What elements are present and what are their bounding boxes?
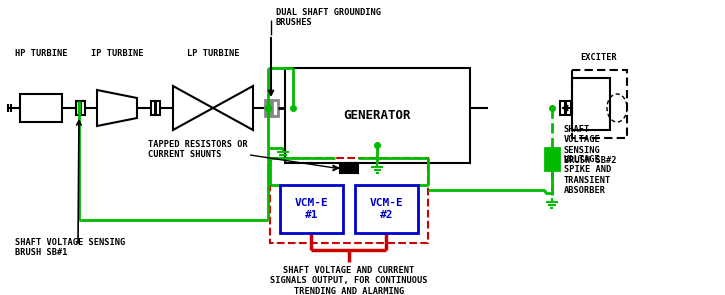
Bar — [20, 94, 62, 122]
Text: VCM-E
#1: VCM-E #1 — [294, 198, 328, 220]
Text: LP TURBINE: LP TURBINE — [187, 49, 239, 58]
Bar — [151, 101, 155, 115]
Bar — [340, 163, 348, 173]
Bar — [566, 101, 571, 115]
Text: TAPPED RESISTORS OR
CURRENT SHUNTS: TAPPED RESISTORS OR CURRENT SHUNTS — [148, 140, 248, 159]
Bar — [81, 101, 85, 115]
Bar — [280, 185, 343, 233]
Text: HP TURBINE: HP TURBINE — [14, 49, 67, 58]
Bar — [265, 100, 271, 116]
Bar — [272, 100, 278, 116]
Text: EXCITER: EXCITER — [581, 53, 618, 62]
Text: GENERATOR: GENERATOR — [344, 109, 411, 122]
Text: SHAFT VOLTAGE SENSING
BRUSH SB#1: SHAFT VOLTAGE SENSING BRUSH SB#1 — [15, 238, 125, 258]
Text: VOLTAGE
SPIKE AND
TRANSIENT
ABSORBER: VOLTAGE SPIKE AND TRANSIENT ABSORBER — [564, 155, 611, 195]
Bar — [545, 148, 559, 170]
Bar — [350, 163, 358, 173]
Bar — [285, 68, 470, 163]
Bar — [572, 78, 610, 130]
Bar — [156, 101, 160, 115]
Text: SHAFT
VOLTAGE
SENSING
BRUSH SB#2: SHAFT VOLTAGE SENSING BRUSH SB#2 — [564, 125, 616, 165]
Text: DUAL SHAFT GROUNDING
BRUSHES: DUAL SHAFT GROUNDING BRUSHES — [276, 8, 381, 27]
Bar — [270, 158, 428, 243]
Text: SHAFT VOLTAGE AND CURRENT
SIGNALS OUTPUT, FOR CONTINUOUS
TRENDING AND ALARMING: SHAFT VOLTAGE AND CURRENT SIGNALS OUTPUT… — [270, 266, 428, 295]
Text: VCM-E
#2: VCM-E #2 — [370, 198, 403, 220]
Bar — [76, 101, 80, 115]
Bar — [355, 185, 418, 233]
Bar — [560, 101, 565, 115]
Text: IP TURBINE: IP TURBINE — [91, 49, 144, 58]
Bar — [572, 70, 627, 138]
